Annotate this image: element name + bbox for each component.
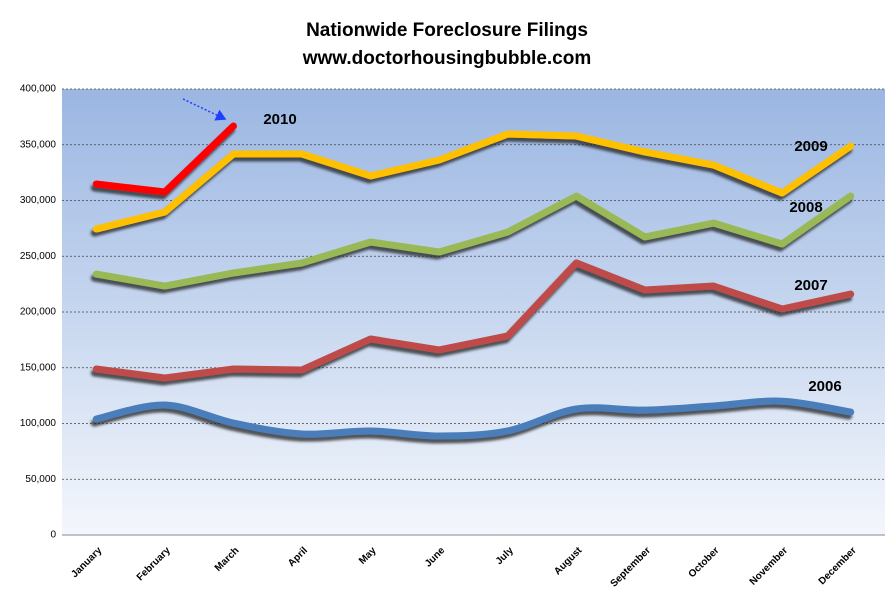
y-tick-label: 400,000 bbox=[20, 84, 57, 95]
series-line bbox=[92, 192, 855, 290]
chart-subtitle: www.doctorhousingbubble.com bbox=[302, 48, 592, 69]
x-tick-label: December bbox=[817, 545, 859, 587]
y-tick-label: 200,000 bbox=[20, 307, 57, 318]
series-line bbox=[92, 122, 237, 196]
x-tick-label: June bbox=[423, 545, 448, 570]
x-tick-label: April bbox=[286, 545, 310, 569]
x-tick-label: July bbox=[494, 545, 516, 567]
series-line bbox=[92, 130, 855, 233]
y-tick-label: 250,000 bbox=[20, 251, 57, 262]
y-tick-label: 100,000 bbox=[20, 418, 57, 429]
x-tick-label: November bbox=[748, 545, 790, 587]
y-tick-label: 150,000 bbox=[20, 362, 57, 373]
y-tick-label: 350,000 bbox=[20, 139, 57, 150]
x-tick-label: March bbox=[213, 545, 242, 574]
annotation: 2009 bbox=[794, 138, 827, 155]
x-tick-label: September bbox=[609, 545, 653, 589]
plot-area bbox=[62, 89, 885, 535]
series-line bbox=[92, 397, 855, 440]
chart-title: Nationwide Foreclosure Filings bbox=[306, 20, 588, 41]
annotation: 2008 bbox=[789, 199, 822, 216]
x-tick-label: January bbox=[69, 545, 104, 580]
x-tick-label: August bbox=[552, 545, 585, 578]
x-tick-label: February bbox=[135, 545, 173, 583]
series-line bbox=[92, 259, 855, 382]
x-tick-label: October bbox=[687, 545, 722, 580]
annotation: 2010 bbox=[263, 111, 296, 128]
x-tick-label: May bbox=[357, 545, 379, 567]
annotation: 2006 bbox=[808, 378, 841, 395]
y-tick-label: 0 bbox=[50, 530, 56, 541]
annotation: 2007 bbox=[794, 277, 827, 294]
y-tick-label: 300,000 bbox=[20, 195, 57, 206]
y-tick-label: 50,000 bbox=[25, 474, 56, 485]
